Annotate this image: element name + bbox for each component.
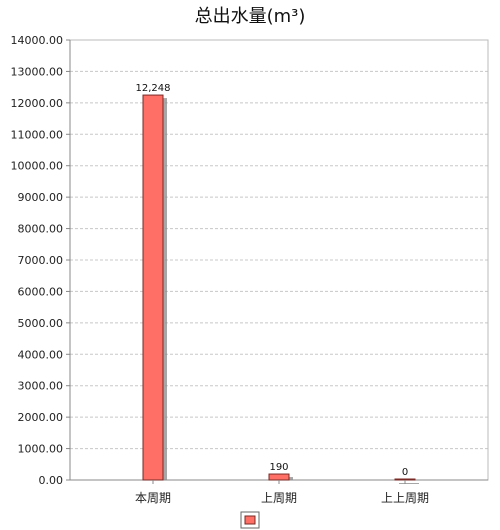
- data-label: 12,248: [136, 83, 171, 94]
- y-tick-label: 11000.00: [11, 128, 64, 141]
- bars: 12,248 190 0: [136, 83, 419, 484]
- y-tick-label: 8000.00: [18, 223, 64, 236]
- y-tick-label: 12000.00: [11, 97, 64, 110]
- x-tick-label: 上上周期: [381, 491, 429, 505]
- y-tick-label: 9000.00: [18, 191, 64, 204]
- y-tick-label: 14000.00: [11, 34, 64, 47]
- y-tick-label: 2000.00: [18, 411, 64, 424]
- y-tick-label: 4000.00: [18, 348, 64, 361]
- x-tick-label: 本周期: [135, 491, 171, 505]
- data-label: 0: [402, 467, 408, 478]
- bar: [394, 478, 416, 481]
- legend: [240, 511, 260, 529]
- y-tick-label: 10000.00: [11, 160, 64, 173]
- y-tick-label: 1000.00: [18, 443, 64, 456]
- data-label: 190: [269, 462, 288, 473]
- y-tick-label: 3000.00: [18, 380, 64, 393]
- y-tick-label: 13000.00: [11, 65, 64, 78]
- y-tick-label: 5000.00: [18, 317, 64, 330]
- y-tick-label: 0.00: [39, 474, 64, 487]
- bar: [268, 473, 290, 481]
- grid-lines: [70, 39, 488, 450]
- x-axis-labels: 本周期 上周期 上上周期: [135, 480, 429, 505]
- y-tick-label: 7000.00: [18, 254, 64, 267]
- bar: [142, 94, 164, 481]
- bar-shadow: [399, 483, 419, 484]
- chart-title: 总出水量(m³): [195, 6, 306, 27]
- x-tick-label: 上周期: [261, 491, 297, 505]
- y-axis-ticks: 0.00 1000.00 2000.00 3000.00 4000.00 5000.00 6…: [11, 34, 70, 487]
- y-tick-label: 6000.00: [18, 285, 64, 298]
- legend-swatch: [244, 515, 256, 525]
